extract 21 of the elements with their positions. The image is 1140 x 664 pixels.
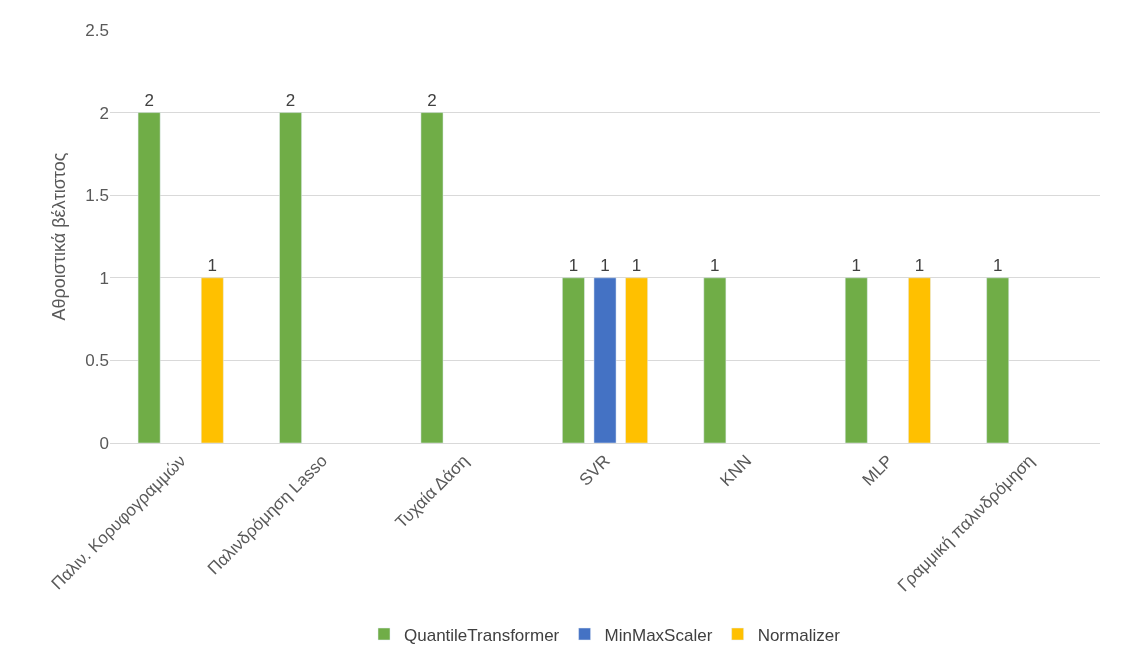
legend-label: QuantileTransformer bbox=[404, 625, 560, 645]
y-tick-label: 0 bbox=[99, 433, 109, 453]
data-label: 1 bbox=[600, 255, 610, 275]
y-tick-label: 1 bbox=[99, 268, 109, 288]
data-label: 1 bbox=[710, 255, 720, 275]
data-label: 1 bbox=[207, 255, 218, 275]
y-tick-label: 2.5 bbox=[85, 20, 109, 40]
data-label: 1 bbox=[631, 255, 642, 275]
legend-label: Normalizer bbox=[757, 625, 841, 645]
data-label: 1 bbox=[914, 255, 925, 275]
legend-label: MinMaxScaler bbox=[604, 625, 713, 645]
data-label: 1 bbox=[568, 255, 579, 275]
data-label: 2 bbox=[285, 90, 296, 110]
data-label: 1 bbox=[851, 255, 862, 275]
data-label: 2 bbox=[427, 90, 437, 110]
data-label: 1 bbox=[992, 255, 1003, 275]
y-tick-label: 1.5 bbox=[85, 186, 109, 206]
y-axis-title: Αθροιστικά βέλτιστος bbox=[48, 152, 69, 321]
data-label: 2 bbox=[144, 90, 154, 110]
y-tick-label: 0.5 bbox=[85, 351, 109, 371]
y-tick-label: 2 bbox=[99, 103, 109, 123]
